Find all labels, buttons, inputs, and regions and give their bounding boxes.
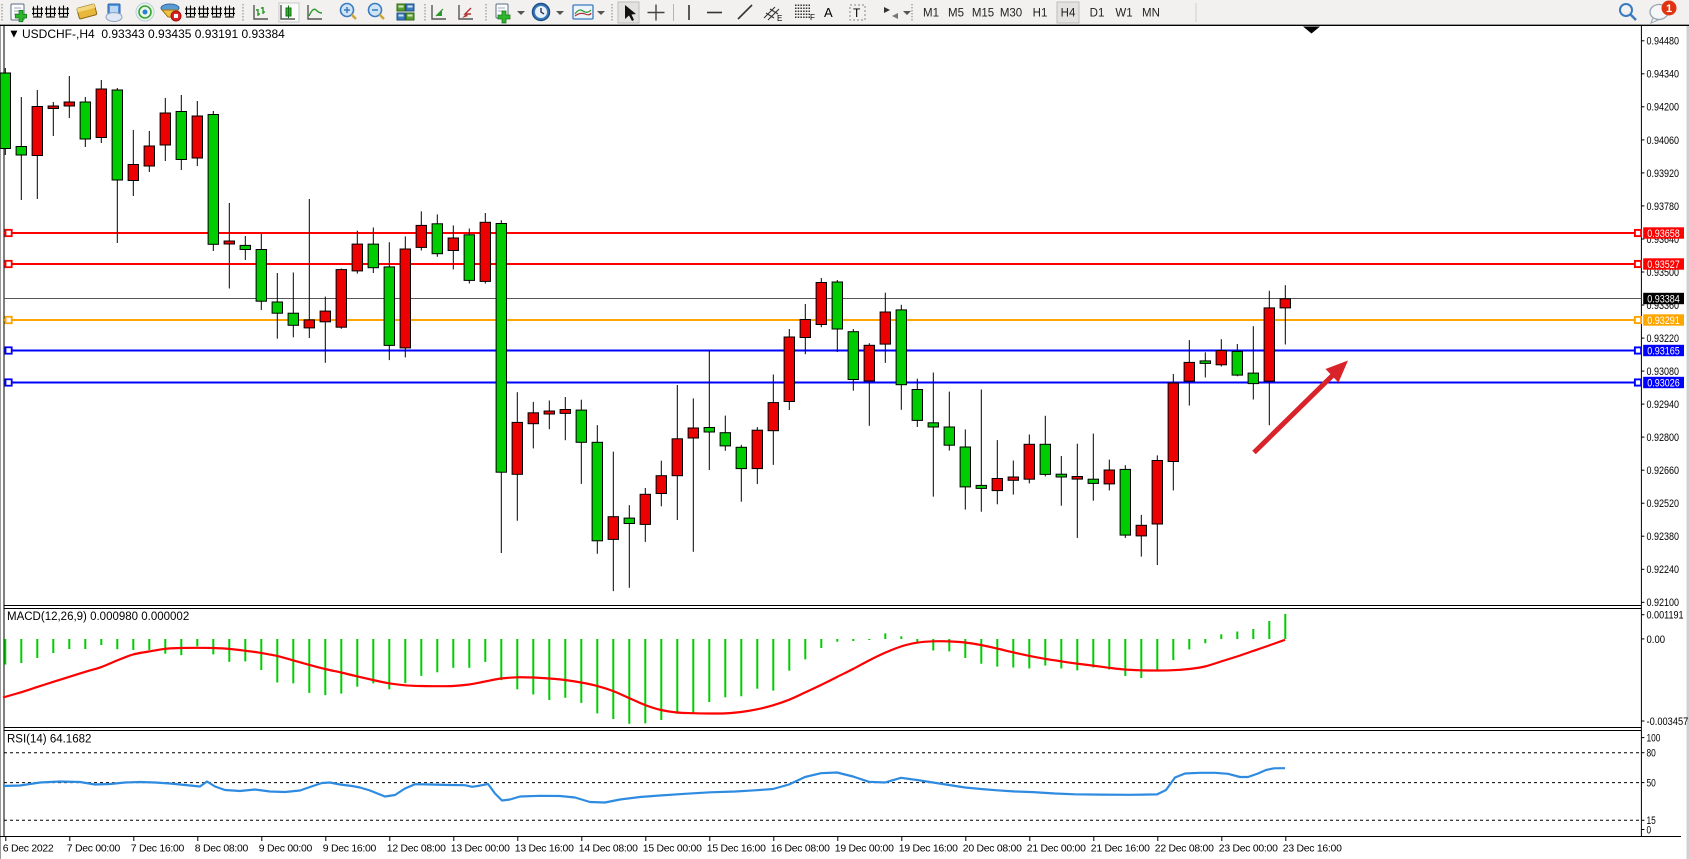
svg-text:RSI(14) 64.1682: RSI(14) 64.1682 — [7, 734, 91, 746]
svg-text:MN: MN — [1142, 8, 1160, 20]
svg-text:7 Dec 00:00: 7 Dec 00:00 — [67, 844, 121, 855]
svg-text:A: A — [824, 5, 833, 20]
svg-text:0.93026: 0.93026 — [1647, 377, 1680, 389]
svg-text:13 Dec 00:00: 13 Dec 00:00 — [451, 844, 510, 855]
svg-text:T: T — [853, 6, 861, 20]
svg-text:1: 1 — [1666, 3, 1672, 15]
svg-text:15 Dec 16:00: 15 Dec 16:00 — [707, 844, 766, 855]
svg-text:0.92940: 0.92940 — [1647, 399, 1680, 411]
svg-text:0.94480: 0.94480 — [1647, 36, 1680, 48]
svg-text:19 Dec 00:00: 19 Dec 00:00 — [835, 844, 894, 855]
svg-text:21 Dec 16:00: 21 Dec 16:00 — [1091, 844, 1150, 855]
svg-text:8 Dec 08:00: 8 Dec 08:00 — [195, 844, 249, 855]
svg-text:0.93291: 0.93291 — [1647, 315, 1680, 327]
svg-text:0.93500: 0.93500 — [1647, 267, 1680, 279]
svg-text:E: E — [777, 14, 782, 23]
svg-text:14 Dec 08:00: 14 Dec 08:00 — [579, 844, 638, 855]
svg-text:-0.003457: -0.003457 — [1647, 716, 1689, 728]
svg-text:W1: W1 — [1115, 8, 1132, 20]
svg-text:19 Dec 16:00: 19 Dec 16:00 — [899, 844, 958, 855]
svg-text:80: 80 — [1647, 748, 1656, 760]
svg-text:0.93080: 0.93080 — [1647, 366, 1680, 378]
svg-text:M5: M5 — [948, 8, 964, 20]
svg-text:0.94200: 0.94200 — [1647, 102, 1680, 114]
svg-text:M30: M30 — [1000, 8, 1022, 20]
svg-text:7 Dec 16:00: 7 Dec 16:00 — [131, 844, 185, 855]
svg-text:0.92660: 0.92660 — [1647, 465, 1680, 477]
svg-text:0.93658: 0.93658 — [1647, 228, 1680, 240]
svg-text:H4: H4 — [1061, 8, 1076, 20]
svg-text:15: 15 — [1647, 815, 1656, 827]
svg-text:22 Dec 08:00: 22 Dec 08:00 — [1155, 844, 1214, 855]
svg-text:9 Dec 16:00: 9 Dec 16:00 — [323, 844, 377, 855]
svg-text:100: 100 — [1647, 733, 1661, 745]
svg-text:D1: D1 — [1090, 8, 1105, 20]
svg-text:0.93165: 0.93165 — [1647, 345, 1680, 357]
svg-text:21 Dec 00:00: 21 Dec 00:00 — [1027, 844, 1086, 855]
svg-text:9 Dec 00:00: 9 Dec 00:00 — [259, 844, 313, 855]
svg-text:0.92100: 0.92100 — [1647, 597, 1680, 609]
svg-text:F: F — [810, 13, 815, 22]
svg-text:23 Dec 16:00: 23 Dec 16:00 — [1283, 844, 1342, 855]
svg-text:0.94060: 0.94060 — [1647, 135, 1680, 147]
svg-text:0.93780: 0.93780 — [1647, 201, 1680, 213]
svg-text:0.93384: 0.93384 — [1647, 293, 1680, 305]
svg-text:0.92520: 0.92520 — [1647, 498, 1680, 510]
svg-text:0.92240: 0.92240 — [1647, 564, 1680, 576]
svg-text:0.92800: 0.92800 — [1647, 432, 1680, 444]
svg-text:13 Dec 16:00: 13 Dec 16:00 — [515, 844, 574, 855]
svg-text:0.92380: 0.92380 — [1647, 531, 1680, 543]
svg-text:M1: M1 — [923, 8, 939, 20]
svg-text:50: 50 — [1647, 778, 1656, 790]
svg-text:USDCHF-,H4 0.93343 0.93435 0.: USDCHF-,H4 0.93343 0.93435 0.93191 0.933… — [22, 27, 285, 41]
svg-text:▼: ▼ — [8, 27, 20, 41]
svg-text:6 Dec 2022: 6 Dec 2022 — [3, 844, 54, 855]
svg-text:0.93220: 0.93220 — [1647, 333, 1680, 345]
svg-text:0: 0 — [1647, 824, 1652, 836]
svg-text:H1: H1 — [1033, 8, 1048, 20]
svg-text:0.001191: 0.001191 — [1647, 610, 1684, 622]
svg-text:15 Dec 00:00: 15 Dec 00:00 — [643, 844, 702, 855]
svg-text:0.93920: 0.93920 — [1647, 168, 1680, 180]
svg-text:M15: M15 — [972, 8, 994, 20]
svg-text:0.94340: 0.94340 — [1647, 69, 1680, 81]
svg-text:0.93527: 0.93527 — [1647, 259, 1680, 271]
svg-text:16 Dec 08:00: 16 Dec 08:00 — [771, 844, 830, 855]
svg-text:23 Dec 00:00: 23 Dec 00:00 — [1219, 844, 1278, 855]
svg-text:20 Dec 08:00: 20 Dec 08:00 — [963, 844, 1022, 855]
svg-text:12 Dec 08:00: 12 Dec 08:00 — [387, 844, 446, 855]
svg-text:0.00: 0.00 — [1647, 634, 1666, 646]
svg-text:MACD(12,26,9) 0.000980 0.00000: MACD(12,26,9) 0.000980 0.000002 — [7, 611, 189, 623]
